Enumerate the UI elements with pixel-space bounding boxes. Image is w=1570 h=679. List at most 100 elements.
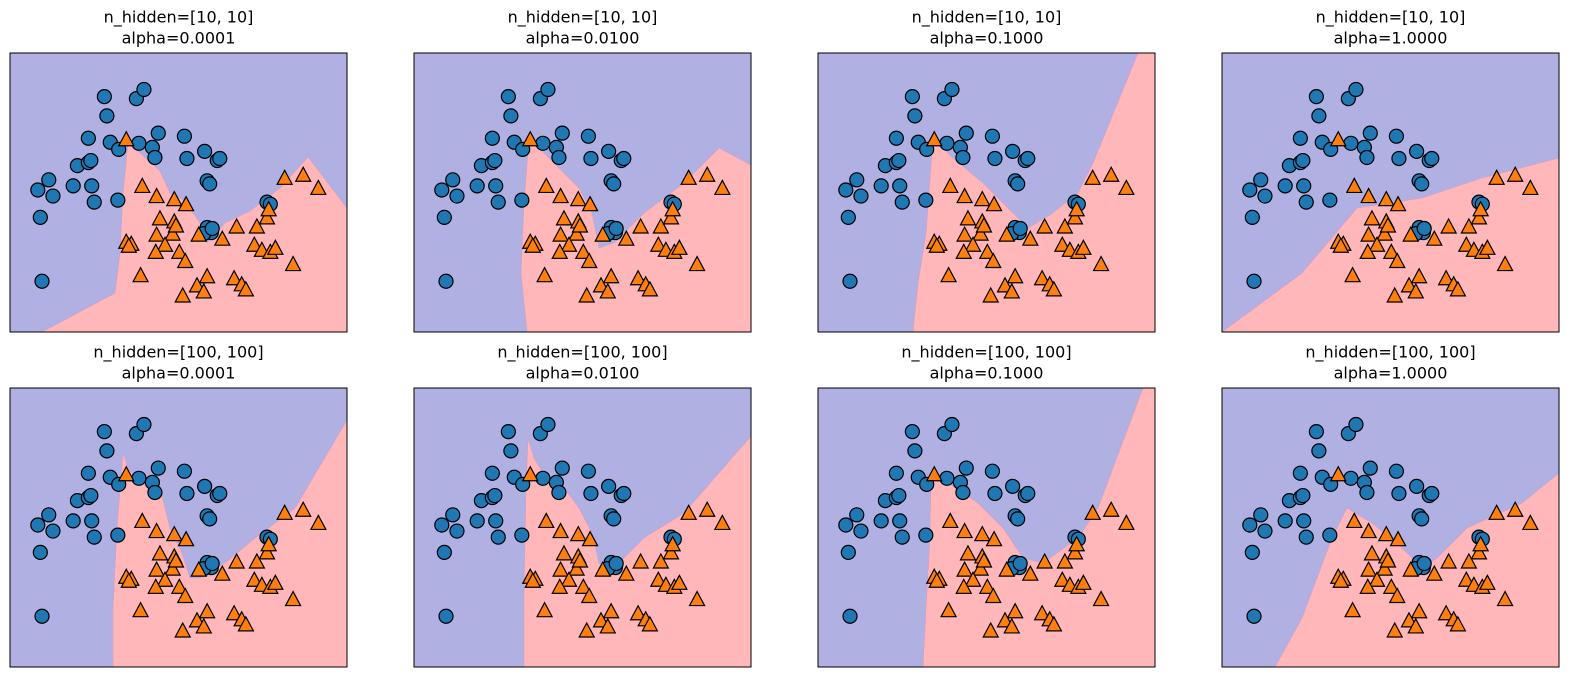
point [560, 235, 578, 252]
point [83, 152, 99, 169]
point [1402, 225, 1420, 242]
point [1344, 601, 1362, 618]
point [1360, 225, 1378, 242]
point [1033, 269, 1051, 286]
point [1045, 280, 1063, 297]
point [469, 513, 485, 529]
point [1521, 179, 1539, 196]
point [838, 182, 854, 198]
point [32, 209, 48, 225]
point [574, 578, 592, 594]
point [198, 267, 216, 284]
point [276, 169, 294, 185]
point [195, 282, 213, 299]
point [438, 608, 454, 624]
point [1362, 125, 1378, 141]
point [156, 235, 174, 252]
frame [817, 387, 1156, 668]
point [537, 177, 555, 194]
panel-title: alpha=0.1000 [930, 364, 1044, 383]
point [552, 187, 570, 204]
frame [9, 387, 348, 668]
point [151, 544, 169, 561]
point [469, 178, 485, 194]
point [580, 463, 596, 479]
point [521, 130, 539, 147]
point [1244, 544, 1260, 560]
point [842, 608, 858, 624]
point [488, 178, 504, 194]
point [1496, 255, 1514, 272]
point [1066, 543, 1084, 560]
point [436, 209, 452, 225]
point [652, 552, 670, 569]
point [713, 179, 731, 196]
panel: n_hidden=[10, 10]alpha=0.1000 [817, 8, 1156, 333]
point [840, 544, 856, 560]
point [1386, 286, 1404, 303]
point [956, 225, 974, 242]
point [1092, 590, 1110, 607]
point [560, 570, 578, 587]
point [840, 209, 856, 225]
point [535, 135, 551, 151]
point [1345, 512, 1363, 529]
point [1377, 525, 1395, 542]
point [165, 190, 183, 207]
point [578, 286, 596, 303]
point [1257, 523, 1273, 539]
point [34, 608, 50, 624]
point [987, 150, 1003, 167]
point [1410, 267, 1428, 284]
point [540, 81, 556, 98]
point [571, 551, 589, 568]
point [555, 209, 573, 226]
point [1010, 511, 1026, 527]
point [248, 217, 266, 234]
point [1298, 529, 1314, 545]
panel-title: alpha=1.0000 [1334, 29, 1448, 48]
point [170, 243, 188, 259]
point [982, 621, 1000, 638]
point [80, 130, 96, 146]
point [148, 522, 166, 539]
point [581, 530, 599, 547]
point [213, 229, 231, 246]
point [45, 188, 61, 204]
point [1424, 150, 1440, 167]
point [260, 200, 278, 217]
point [514, 192, 530, 208]
point [198, 602, 216, 619]
point [608, 555, 624, 572]
point [1379, 216, 1397, 233]
point [260, 535, 278, 552]
point [167, 551, 185, 568]
point [436, 544, 452, 560]
point [1021, 229, 1039, 246]
point [606, 511, 622, 527]
point [164, 224, 182, 241]
point [632, 217, 650, 234]
point [975, 216, 993, 233]
point [1036, 217, 1054, 234]
point [894, 194, 910, 210]
point [1033, 604, 1051, 621]
point [581, 195, 599, 212]
point [1425, 564, 1443, 581]
point [41, 172, 57, 188]
point [117, 130, 135, 147]
point [652, 217, 670, 234]
point [1003, 282, 1021, 299]
point [1344, 266, 1362, 283]
point [225, 269, 243, 286]
point [41, 507, 57, 523]
point [1362, 460, 1378, 476]
point [1368, 570, 1386, 587]
point [245, 570, 263, 587]
point [165, 525, 183, 542]
point [985, 530, 1003, 547]
point [698, 165, 716, 182]
point [551, 243, 569, 259]
point [1457, 235, 1475, 252]
